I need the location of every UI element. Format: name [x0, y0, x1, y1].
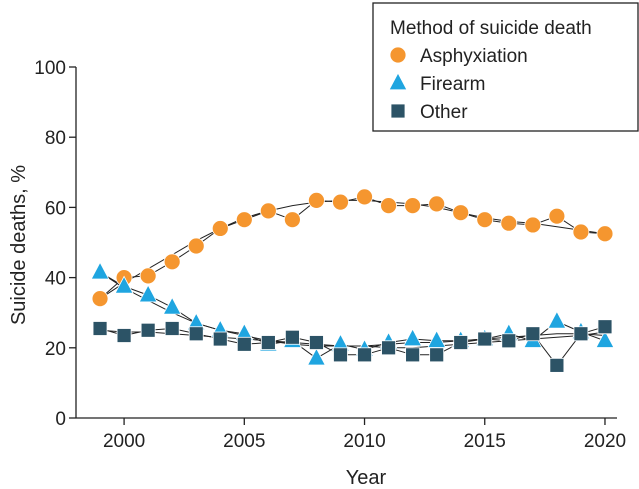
other-point — [309, 335, 324, 350]
x-tick-label: 2020 — [584, 431, 626, 452]
asphyxiation-point — [187, 237, 205, 255]
asphyxiation-point — [524, 216, 542, 234]
firearm-point — [595, 330, 615, 348]
asphyxiation-point — [139, 267, 157, 285]
series-markers — [90, 188, 615, 373]
asphyxiation-point — [572, 223, 590, 241]
asphyxiation-point — [163, 253, 181, 271]
firearm-point — [427, 330, 447, 348]
x-tick-label: 2015 — [464, 431, 506, 452]
other-point — [284, 329, 300, 345]
legend-other-square-icon — [390, 103, 406, 119]
other-point — [453, 335, 469, 350]
asphyxiation-point — [91, 290, 109, 308]
other-point — [549, 357, 565, 373]
asphyxiation-point — [308, 191, 325, 209]
other-trend-line — [99, 329, 606, 349]
x-tick-label: 2005 — [223, 431, 265, 452]
y-axis-label: Suicide deaths, % — [8, 165, 30, 325]
legend-label: Asphyxiation — [420, 46, 528, 67]
x-ticks: 2000 2005 2010 2015 2020 — [103, 418, 626, 452]
y-ticks: 0 20 40 60 80 100 — [34, 58, 76, 430]
asphyxiation-point — [404, 197, 422, 215]
firearm-point — [162, 296, 182, 315]
legend-label: Firearm — [420, 74, 485, 95]
legend-firearm-triangle-icon — [388, 72, 408, 91]
other-series-line — [99, 326, 606, 367]
asphyxiation-point — [380, 197, 397, 215]
asphyxiation-point — [596, 225, 614, 243]
y-tick-label: 0 — [55, 409, 66, 430]
asphyxiation-point — [332, 193, 349, 211]
other-point — [212, 331, 228, 347]
firearm-point — [547, 310, 567, 329]
legend-title: Method of suicide death — [390, 18, 592, 39]
other-point — [140, 322, 156, 338]
other-point — [164, 321, 180, 336]
other-point — [188, 326, 204, 342]
asphyxiation-trend-line — [99, 199, 606, 300]
y-tick-label: 60 — [45, 198, 66, 219]
other-point — [260, 335, 276, 350]
asphyxiation-point — [500, 214, 518, 232]
y-tick-label: 80 — [45, 128, 66, 149]
x-tick-label: 2010 — [343, 431, 385, 452]
firearm-point — [403, 328, 423, 347]
asphyxiation-point — [548, 207, 566, 225]
firearm-point — [90, 261, 110, 280]
x-axis-label: Year — [346, 467, 387, 489]
firearm-point — [306, 347, 326, 366]
asphyxiation-point — [211, 220, 229, 237]
x-tick-label: 2000 — [103, 431, 145, 452]
legend-label: Other — [420, 102, 468, 123]
other-point — [429, 347, 445, 363]
asphyxiation-point — [283, 211, 301, 229]
other-point — [333, 347, 348, 363]
other-point — [357, 347, 372, 363]
series-lines — [99, 196, 606, 367]
other-point — [92, 321, 108, 336]
other-point — [477, 331, 493, 347]
asphyxiation-point — [476, 211, 494, 229]
legend: Method of suicide death Asphyxiation Fire… — [372, 2, 639, 132]
firearm-point — [114, 275, 134, 294]
legend-items: Asphyxiation Firearm Other — [388, 46, 528, 123]
asphyxiation-point — [259, 202, 277, 220]
other-point — [501, 333, 517, 349]
other-point — [525, 326, 541, 342]
y-tick-label: 40 — [45, 269, 66, 290]
asphyxiation-series-line — [99, 196, 606, 300]
other-point — [116, 328, 132, 343]
firearm-point — [138, 284, 158, 303]
y-tick-label: 20 — [45, 339, 66, 360]
other-point — [405, 347, 421, 363]
asphyxiation-point — [356, 188, 373, 206]
axes — [75, 67, 617, 419]
other-point — [597, 319, 613, 335]
asphyxiation-point — [452, 204, 470, 222]
asphyxiation-point — [428, 195, 446, 213]
other-point — [573, 326, 589, 342]
legend-box — [372, 2, 639, 132]
other-point — [236, 336, 252, 352]
legend-asphyxiation-circle-icon — [389, 46, 407, 64]
asphyxiation-point — [235, 211, 253, 229]
y-tick-label: 100 — [34, 58, 66, 79]
other-point — [381, 340, 396, 356]
